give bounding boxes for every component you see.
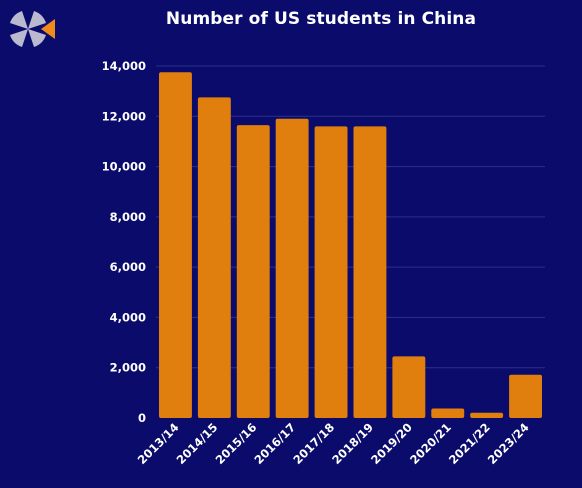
brand-logo-icon	[10, 11, 55, 47]
chart-title: Number of US students in China	[165, 9, 477, 29]
bar-2023-24	[509, 374, 542, 418]
x-tick-label: 2020/21	[407, 420, 454, 467]
bar-2021-22	[470, 412, 504, 418]
x-tick-label: 2018/19	[329, 420, 376, 467]
y-tick-label: 4,000	[110, 310, 146, 324]
x-tick-label: 2015/16	[213, 420, 260, 467]
bar-2017-18	[314, 126, 348, 418]
x-tick-label: 2021/22	[446, 420, 493, 467]
y-tick-label: 8,000	[110, 210, 146, 224]
x-tick-label: 2017/18	[290, 420, 337, 467]
x-tick-label: 2016/17	[251, 420, 298, 467]
bar-2019-20	[392, 356, 426, 418]
y-tick-label: 10,000	[102, 160, 146, 174]
x-tick-label: 2014/15	[174, 420, 221, 467]
y-tick-label: 2,000	[110, 361, 146, 375]
bar-2018-19	[353, 126, 387, 418]
y-tick-label: 0	[138, 411, 146, 425]
x-tick-label: 2019/20	[368, 420, 415, 467]
bar-2013-14	[159, 72, 192, 419]
x-tick-label: 2013/14	[135, 420, 182, 467]
bar-2015-16	[236, 125, 270, 418]
bar-2020-21	[431, 408, 465, 418]
bar-2016-17	[275, 118, 309, 419]
y-tick-label: 12,000	[102, 109, 146, 123]
y-tick-label: 6,000	[110, 260, 146, 274]
bar-2014-15	[197, 97, 231, 418]
x-tick-label: 2023/24	[485, 420, 532, 467]
y-tick-label: 14,000	[102, 59, 146, 73]
